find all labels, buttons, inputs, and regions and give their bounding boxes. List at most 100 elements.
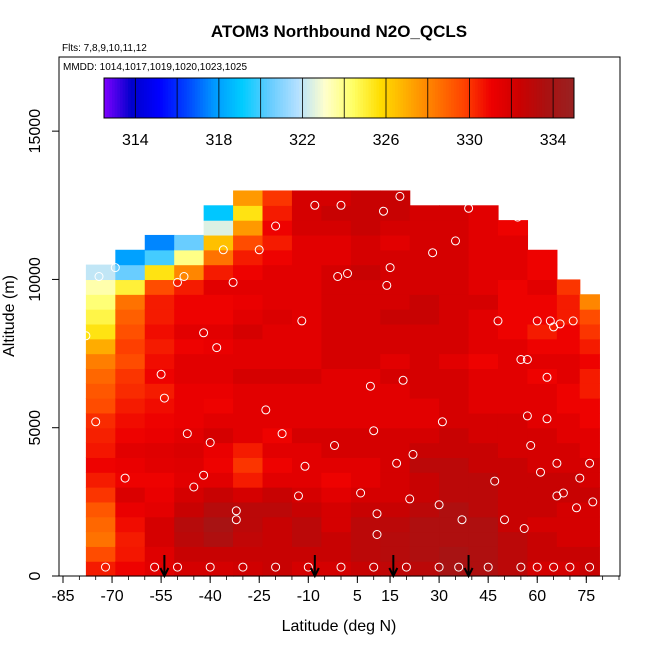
heatmap-cell [85,294,116,310]
heatmap-cell [527,264,558,281]
heatmap-cell [439,234,470,251]
heatmap-cell [291,249,322,266]
heatmap-cell [556,412,581,429]
observation-point [228,277,238,287]
x-tick-label: 30 [430,588,448,605]
heatmap-cell [321,309,352,325]
heatmap-cell [468,516,499,533]
colorbar-swatch [218,78,222,118]
heatmap-cell [468,427,499,444]
heatmap-cell [579,398,600,414]
heatmap-cell [262,338,293,355]
heatmap-cell [350,279,381,295]
heatmap-cell [497,368,529,384]
heatmap-cell [468,309,499,325]
observation-point [408,449,418,459]
heatmap-cell [409,561,440,577]
colorbar-swatch [304,78,308,118]
colorbar-swatch [445,78,449,118]
heatmap-cell [350,427,381,444]
heatmap-cell [233,398,264,414]
heatmap-cell [174,487,205,503]
heatmap-cell [115,353,146,369]
x-tick-label: -40 [199,588,222,605]
colorbar-swatch [475,78,479,118]
plot-frame [58,56,621,577]
observation-point [536,467,545,477]
colorbar-swatch [379,78,383,118]
heatmap-cell [556,472,581,488]
colorbar-swatch [106,78,110,118]
heatmap-cell [527,457,558,473]
heatmap-cell [380,457,411,473]
heatmap-cell [291,427,322,444]
heatmap-cell [350,338,381,355]
heatmap-cell [203,353,234,369]
heatmap-cell [115,383,146,399]
colorbar-swatch [565,78,570,118]
observation-point [437,417,447,427]
colorbar-swatch [493,78,498,118]
heatmap-cell [527,309,558,325]
heatmap-cell [262,457,293,473]
heatmap-cell [468,531,499,547]
heatmap-cell [174,546,205,562]
heatmap-cell [85,309,116,325]
colorbar-swatch [459,78,463,118]
observation-point [231,506,241,516]
heatmap-cell [497,546,529,562]
heatmap-cell [174,279,205,295]
colorbar-swatch [528,78,532,118]
observation-point [369,562,379,572]
heatmap-cell [380,338,411,355]
heatmap-cell [115,323,146,340]
colorbar-swatch [512,78,516,118]
colorbar-swatch [138,78,142,118]
colorbar-swatch [501,78,506,118]
colorbar-swatch [387,78,391,118]
colorbar-swatch [285,78,289,118]
colorbar-swatch [352,78,356,118]
heatmap-cell [291,531,322,547]
colorbar-swatch [531,78,535,118]
colorbar-swatch [280,78,284,118]
x-axis: -85 -70 -55 -40 -25 -10 5 15 30 45 60 75 [51,576,620,605]
heatmap-cell [262,368,293,384]
observation-point [199,470,209,480]
heatmap-cell [468,398,499,414]
heatmap-cell [409,220,440,236]
colorbar-swatch [392,78,396,118]
heatmap-cell [579,323,600,340]
colorbar-swatch [277,78,281,118]
colorbar-swatch [544,78,548,118]
colorbar-tick-label: 330 [456,132,483,149]
heatmap-cell [115,309,146,325]
heatmap-cell [262,234,293,251]
observation-point [522,411,532,421]
heatmap-cell [439,279,470,295]
colorbar-swatch [560,78,564,118]
heatmap-cell [203,234,234,251]
heatmap-cell [527,487,558,503]
heatmap-cell [527,294,558,310]
colorbar-swatch [154,78,158,118]
observation-point [156,369,166,379]
colorbar-swatch [160,78,164,118]
heatmap-cell [409,457,440,473]
heatmap-cell [409,294,440,310]
colorbar-swatch [365,78,369,118]
heatmap-cell [497,234,529,251]
heatmap-cell [350,442,381,458]
heatmap-cell [291,220,322,236]
colorbar-swatch [363,78,367,118]
heatmap-cell [144,338,175,355]
heatmap-cell [233,368,264,384]
heatmap-cell [468,353,499,369]
heatmap-cell [144,353,175,369]
observation-point [205,562,215,572]
observation-point [382,280,392,290]
colorbar-swatch [381,78,385,118]
heatmap-cell [262,546,293,562]
colorbar-swatch [464,78,468,118]
heatmap-cell [468,442,499,458]
